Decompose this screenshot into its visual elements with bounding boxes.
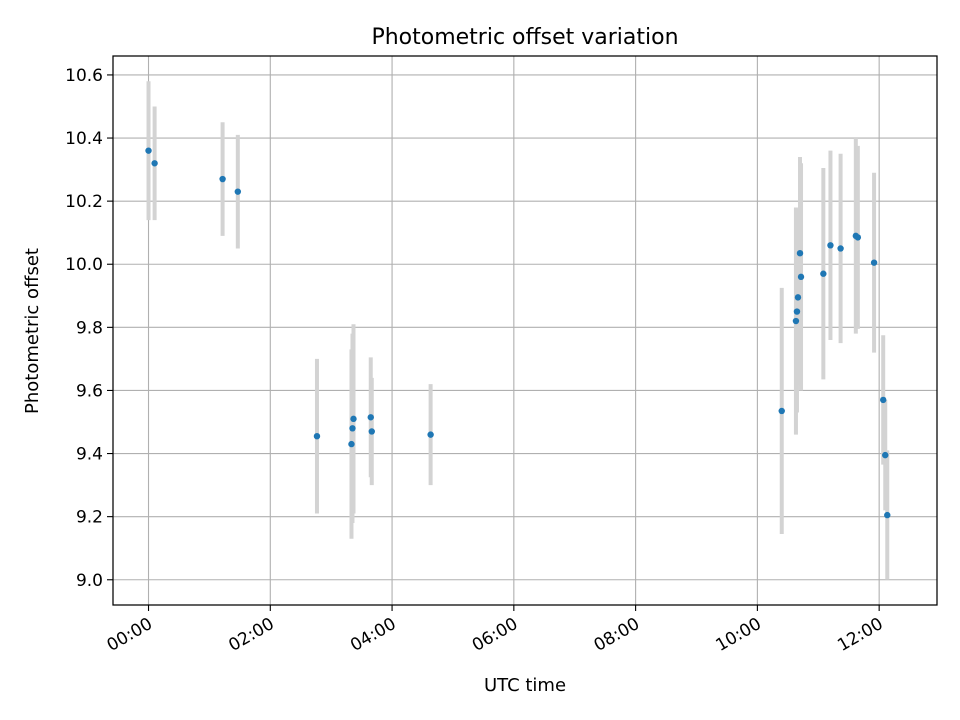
y-tick-label: 10.6	[65, 66, 103, 86]
data-point	[348, 440, 355, 448]
data-point	[880, 396, 887, 404]
data-point	[792, 317, 800, 325]
data-point	[796, 249, 804, 257]
data-point	[367, 414, 374, 421]
y-tick-label: 9.0	[76, 571, 103, 591]
data-point	[827, 242, 834, 249]
y-axis-ticks: 9.0 9.2 9.4 9.6 9.8 10.0 10.2 10.4 10.6	[65, 66, 113, 591]
data-point	[427, 431, 434, 438]
plot-frame	[112, 55, 938, 606]
x-tick-label: 12:00	[834, 614, 886, 656]
x-axis-ticks: 00:00 02:00 04:00 06:00 08:00 10:00 12:00	[104, 605, 887, 656]
data-point	[349, 425, 356, 432]
data-point	[151, 160, 158, 167]
x-tick-label: 06:00	[469, 614, 521, 656]
y-tick-label: 10.2	[65, 192, 103, 212]
x-tick-label: 08:00	[591, 614, 643, 656]
data-point	[234, 188, 242, 195]
x-tick-label: 00:00	[104, 614, 156, 656]
data-points	[145, 147, 891, 519]
x-tick-label: 10:00	[712, 614, 764, 656]
chart-title: Photometric offset variation	[371, 25, 678, 50]
y-tick-label: 10.0	[65, 255, 103, 275]
data-point	[219, 175, 226, 183]
data-point	[884, 511, 891, 519]
data-point	[313, 432, 321, 440]
data-point	[870, 259, 878, 266]
data-point	[350, 415, 357, 423]
y-tick-label: 10.4	[65, 129, 103, 149]
data-point	[794, 294, 802, 301]
y-tick-label: 9.8	[76, 318, 103, 338]
data-point	[797, 273, 805, 281]
data-point	[778, 407, 785, 415]
y-tick-label: 9.2	[76, 508, 103, 528]
data-point	[145, 147, 152, 154]
y-axis-label: Photometric offset	[22, 248, 43, 414]
data-point	[882, 451, 889, 459]
x-tick-label: 04:00	[347, 614, 399, 656]
data-point	[368, 428, 375, 435]
x-tick-label: 02:00	[225, 614, 277, 656]
data-point	[837, 245, 844, 252]
data-point	[854, 234, 862, 241]
data-point	[820, 270, 827, 277]
y-tick-label: 9.6	[76, 381, 103, 401]
data-point	[793, 308, 801, 315]
error-bars	[146, 81, 890, 580]
x-axis-label: UTC time	[484, 675, 566, 696]
y-tick-label: 9.4	[76, 445, 103, 465]
